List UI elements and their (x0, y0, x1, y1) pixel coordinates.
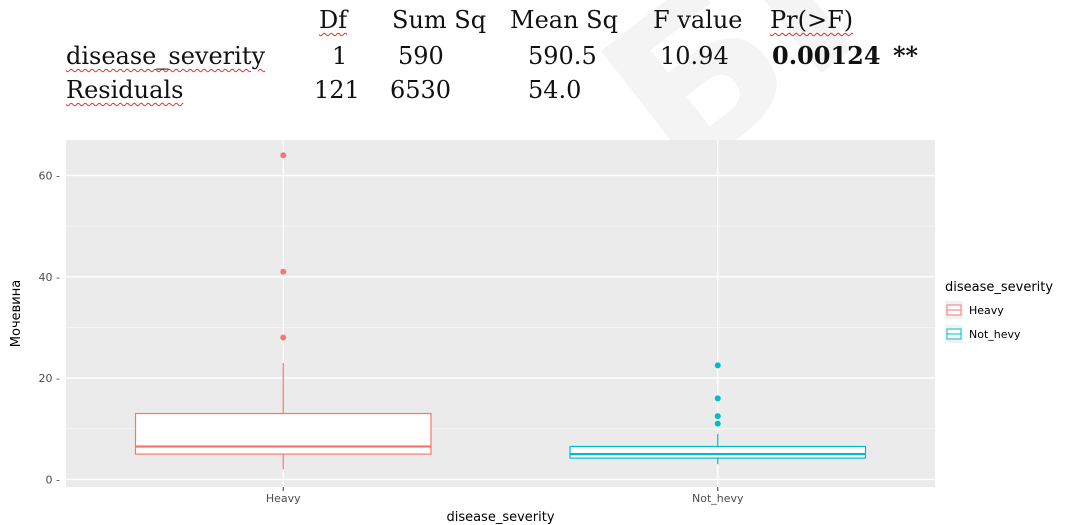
anova-header-f-value: F value (653, 6, 743, 34)
outlier-point (714, 413, 721, 420)
outlier-point (714, 395, 721, 402)
anova-row-sum-sq: 6530 (390, 76, 452, 104)
x-axis-title: disease_severity (446, 510, 554, 525)
x-tick-label: Heavy (266, 492, 301, 505)
anova-row-f-value: 10.94 (660, 42, 729, 70)
anova-row-df: 1 (332, 42, 348, 70)
anova-header-mean-sq: Mean Sq (510, 6, 618, 34)
legend-entry-label: Heavy (969, 304, 1004, 317)
anova-row-term: Residuals (66, 76, 184, 104)
anova-row-mean-sq: 590.5 (528, 42, 597, 70)
outlier-point (714, 420, 721, 427)
anova-header-sum-sq: Sum Sq (392, 6, 487, 34)
y-tick-label: 40 - (39, 271, 60, 284)
outlier-point (280, 334, 287, 341)
legend-title: disease_severity (945, 280, 1053, 295)
y-tick-label: 60 - (39, 169, 60, 182)
anova-row-term: disease_severity (66, 42, 266, 70)
anova-row-df: 121 (314, 76, 360, 104)
anova-header-pr-f: Pr(>F) (770, 6, 854, 34)
anova-row-mean-sq: 54.0 (528, 76, 582, 104)
y-tick-label: 20 - (39, 372, 60, 385)
outlier-point (280, 268, 287, 275)
anova-row-p-value: 0.00124 (772, 41, 881, 70)
anova-row-sum-sq: 590 (398, 42, 444, 70)
anova-row-signif: ** (893, 41, 919, 70)
outlier-point (714, 362, 721, 369)
x-tick-label: Not_hevy (692, 492, 744, 505)
anova-header-df: Df (319, 6, 348, 34)
legend-entry-label: Not_hevy (969, 328, 1021, 341)
y-axis-title: Мочевина (9, 280, 24, 347)
outlier-point (280, 152, 287, 159)
y-tick-label: 0 - (46, 473, 60, 486)
anova-table: Df Sum Sq Mean Sq F value Pr(>F) disease… (0, 0, 1084, 120)
box-not_hevy (569, 445, 867, 459)
box-heavy (134, 412, 432, 455)
